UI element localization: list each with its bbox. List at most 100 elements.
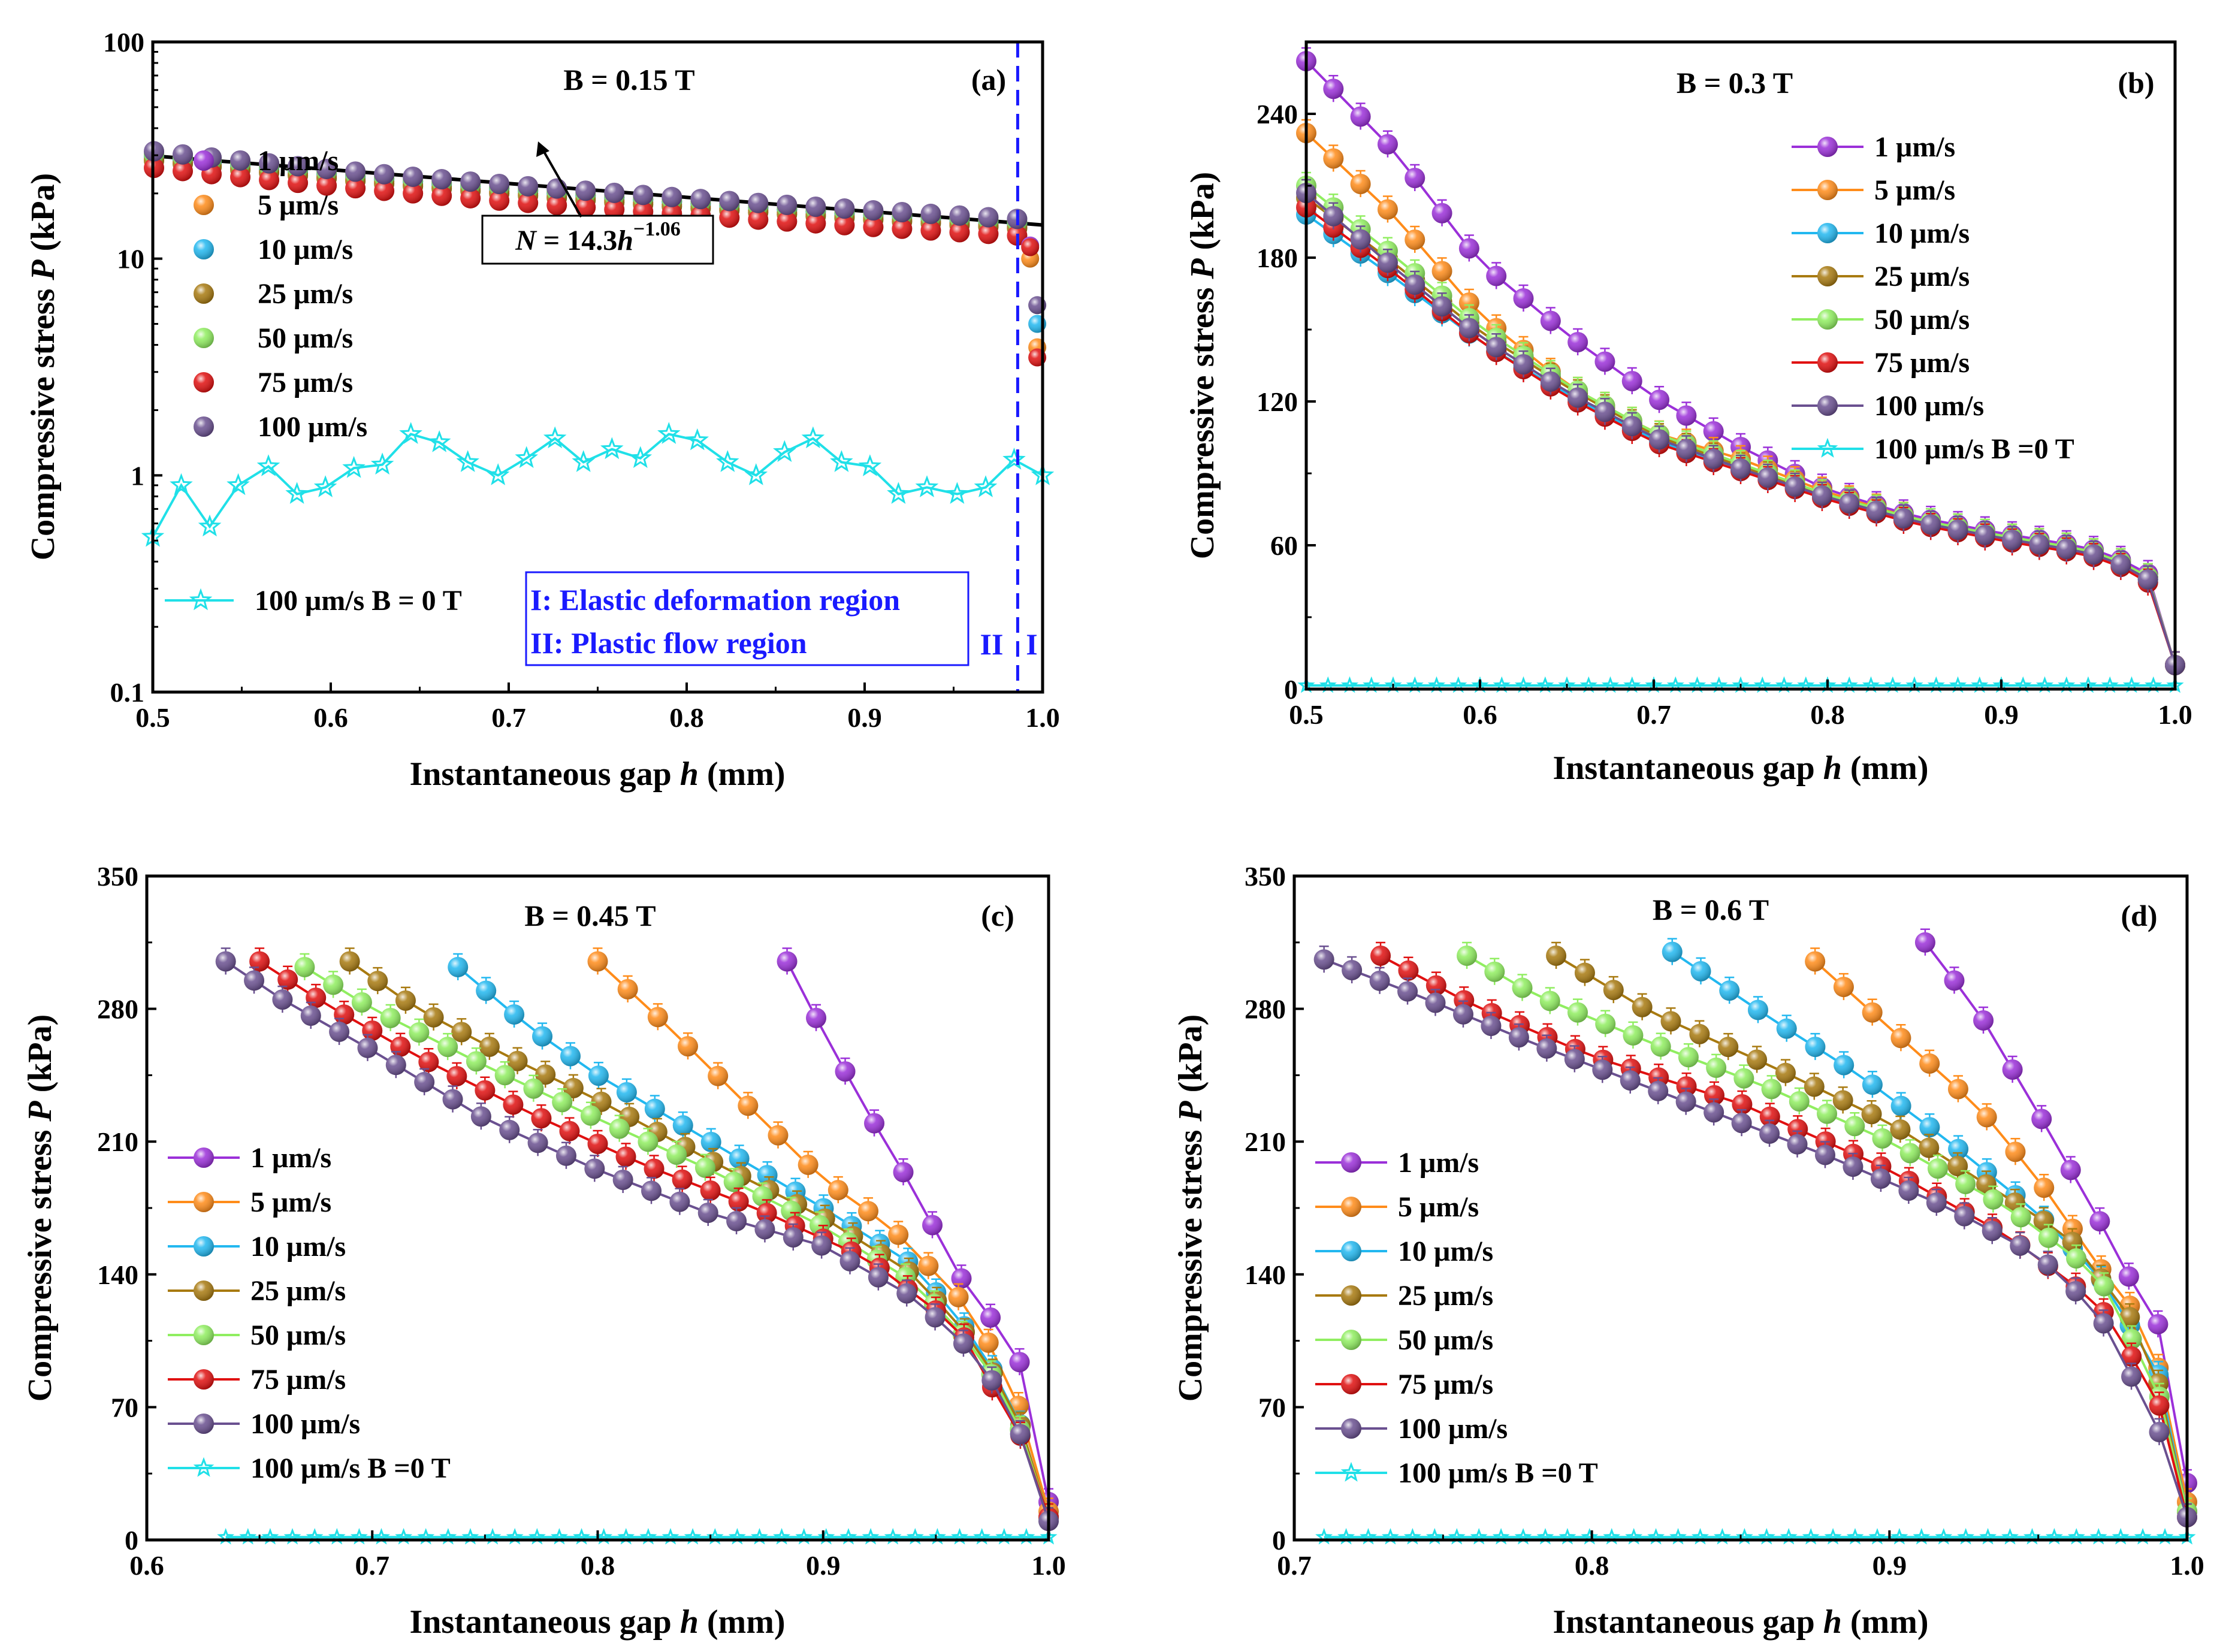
series-5-point-sheen bbox=[708, 1065, 729, 1086]
panel-d-ylabel: Compressive stress P (kPa) bbox=[1172, 1014, 1209, 1402]
series-100-point bbox=[2037, 1254, 2058, 1275]
series-25-point bbox=[395, 990, 416, 1011]
series-1-point-sheen bbox=[835, 1061, 856, 1082]
legend-label: 10 μm/s bbox=[1874, 218, 1970, 249]
y-tick-label: 10 bbox=[117, 244, 144, 274]
legend-label: 50 μm/s bbox=[258, 322, 353, 354]
series-25-point bbox=[423, 1007, 444, 1028]
series-5-point-sheen bbox=[1862, 1002, 1883, 1023]
series-100-point-sheen bbox=[920, 203, 941, 224]
series-5-point-sheen bbox=[1323, 148, 1344, 169]
series-25-point-sheen bbox=[339, 951, 360, 972]
series-100-point bbox=[1954, 1206, 1975, 1227]
series-10-point bbox=[1776, 1018, 1797, 1039]
series-100-point-sheen bbox=[1649, 429, 1670, 450]
series-10-point-sheen bbox=[1776, 1018, 1797, 1039]
series-100-point-sheen bbox=[316, 158, 337, 179]
series-100-point bbox=[1676, 439, 1697, 460]
series-25-point bbox=[535, 1064, 556, 1085]
x-tick-label: 0.7 bbox=[1277, 1550, 1312, 1581]
series-100-point bbox=[2149, 1421, 2170, 1442]
series-100-point bbox=[1010, 1424, 1031, 1445]
series-1-point-sheen bbox=[777, 951, 798, 972]
series-50-point-sheen bbox=[752, 1186, 773, 1207]
series-100-point-sheen bbox=[1621, 416, 1642, 436]
series-100-point-sheen bbox=[1540, 371, 1561, 392]
series-100-point-sheen bbox=[1452, 1004, 1473, 1025]
series-1-point bbox=[980, 1307, 1001, 1328]
series-50-point bbox=[466, 1051, 487, 1072]
zero-field-point bbox=[974, 475, 998, 497]
series-5-point bbox=[1947, 1079, 1968, 1100]
series-75-point-sheen bbox=[1787, 1119, 1808, 1140]
series-25-point bbox=[563, 1077, 584, 1098]
region-annotation-frame bbox=[525, 571, 969, 666]
series-50-point bbox=[1817, 1103, 1838, 1124]
series-75-point bbox=[316, 175, 337, 196]
series-100-point-sheen bbox=[1843, 1156, 1863, 1177]
series-10-point bbox=[700, 1131, 721, 1152]
series-1-line bbox=[1305, 60, 2176, 666]
series-75-point bbox=[978, 224, 999, 244]
legend-marker bbox=[194, 1192, 214, 1212]
series-1-point-sheen bbox=[922, 1215, 943, 1236]
series-10-point-sheen bbox=[672, 1115, 693, 1136]
series-100-point-sheen bbox=[1839, 493, 1860, 514]
series-100-point bbox=[953, 1333, 974, 1354]
legend-marker bbox=[194, 195, 214, 215]
series-100-point-sheen bbox=[748, 192, 769, 213]
series-75-point-sheen bbox=[460, 188, 481, 209]
series-25-point bbox=[1804, 1076, 1825, 1097]
series-75-point bbox=[503, 1094, 524, 1115]
legend-marker bbox=[1817, 223, 1838, 243]
series-75-point-sheen bbox=[672, 1169, 693, 1190]
series-100-point bbox=[1814, 1144, 1835, 1165]
series-100-point bbox=[805, 196, 826, 217]
zero-field-point bbox=[600, 437, 624, 460]
series-75-point bbox=[403, 183, 424, 204]
series-100-point-sheen bbox=[499, 1119, 520, 1140]
series-75-line bbox=[259, 960, 1050, 1518]
series-75-point-sheen bbox=[334, 1004, 355, 1025]
series-100-point-sheen bbox=[470, 1106, 491, 1127]
series-100-point-sheen bbox=[1676, 439, 1697, 460]
series-100-point bbox=[1730, 458, 1751, 479]
panel-b-title: B = 0.3 T bbox=[1677, 66, 1793, 99]
series-100-point-sheen bbox=[1811, 485, 1832, 506]
series-50-point bbox=[2010, 1207, 2031, 1228]
series-100-point bbox=[385, 1055, 406, 1076]
x-tick-label: 0.9 bbox=[806, 1550, 841, 1581]
series-5-point-sheen bbox=[678, 1036, 698, 1057]
region-mark-plastic: II bbox=[980, 627, 1004, 661]
zero-field-point bbox=[716, 450, 739, 472]
series-75-point bbox=[1370, 945, 1391, 966]
series-100-point bbox=[1458, 318, 1479, 339]
series-100-point-sheen bbox=[839, 1251, 860, 1272]
legend-marker-sheen bbox=[194, 283, 214, 304]
series-50-point bbox=[351, 992, 372, 1013]
series-100-point bbox=[1843, 1156, 1863, 1177]
series-100-point-sheen bbox=[896, 1283, 917, 1304]
zero-field-point bbox=[427, 430, 451, 452]
series-5-point bbox=[1431, 261, 1452, 282]
series-100-point-sheen bbox=[1350, 229, 1371, 250]
series-10-point-sheen bbox=[1862, 1074, 1883, 1095]
series-100-point bbox=[690, 189, 711, 210]
x-tick-label: 0.8 bbox=[1810, 699, 1845, 730]
series-100-point bbox=[431, 169, 452, 190]
series-25-point bbox=[1718, 1037, 1739, 1058]
series-50-point bbox=[1484, 961, 1505, 982]
series-100-point bbox=[1425, 992, 1446, 1013]
series-75-point bbox=[920, 220, 941, 241]
series-10-point bbox=[644, 1098, 665, 1119]
series-1-point-sheen bbox=[1944, 970, 1965, 991]
series-5-point bbox=[1405, 229, 1425, 250]
series-100-point bbox=[1513, 354, 1534, 375]
series-1-point bbox=[1323, 78, 1344, 99]
series-1-point-sheen bbox=[1513, 288, 1534, 309]
series-100-point bbox=[612, 1170, 633, 1191]
series-75-point-sheen bbox=[403, 183, 424, 204]
series-100-point-sheen bbox=[925, 1307, 946, 1328]
panel-c-label: (c) bbox=[981, 899, 1014, 932]
legend-label: 75 μm/s bbox=[250, 1364, 346, 1396]
